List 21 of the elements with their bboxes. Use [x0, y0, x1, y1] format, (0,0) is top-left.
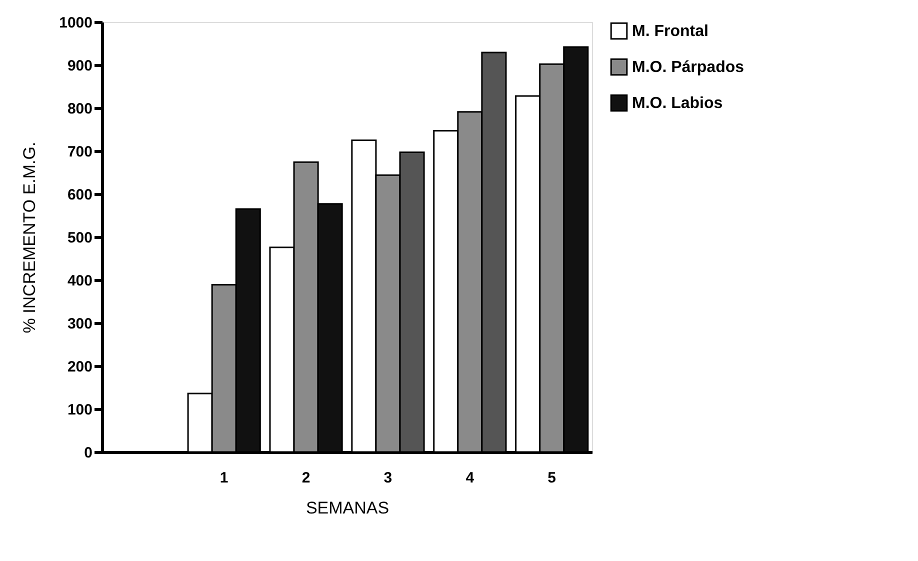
y-tick-label: 1000 [59, 14, 92, 32]
x-tick-label: 3 [384, 470, 392, 486]
y-tick-label: 800 [67, 100, 92, 118]
y-tick-label: 600 [67, 186, 92, 204]
y-axis-title: % INCREMENTO E.M.G. [20, 142, 40, 334]
y-tick-label: 0 [84, 444, 92, 462]
y-tick-label: 900 [67, 58, 92, 74]
x-tick-label: 1 [220, 470, 228, 486]
y-tick-label: 700 [67, 144, 92, 160]
y-tick-label: 100 [67, 402, 92, 418]
legend-label: M.O. Labios [632, 95, 723, 112]
y-tick-label: 300 [67, 316, 92, 332]
y-tick-label: 200 [67, 358, 92, 376]
legend-label: M. Frontal [632, 23, 708, 40]
y-tick-label: 400 [67, 272, 92, 290]
legend-label: M.O. Párpados [632, 59, 744, 76]
x-tick-label: 4 [466, 470, 475, 486]
x-tick-label: 5 [548, 470, 556, 486]
y-tick-label: 500 [67, 230, 92, 246]
x-axis-title: SEMANAS [306, 498, 390, 518]
x-tick-label: 2 [302, 470, 310, 486]
